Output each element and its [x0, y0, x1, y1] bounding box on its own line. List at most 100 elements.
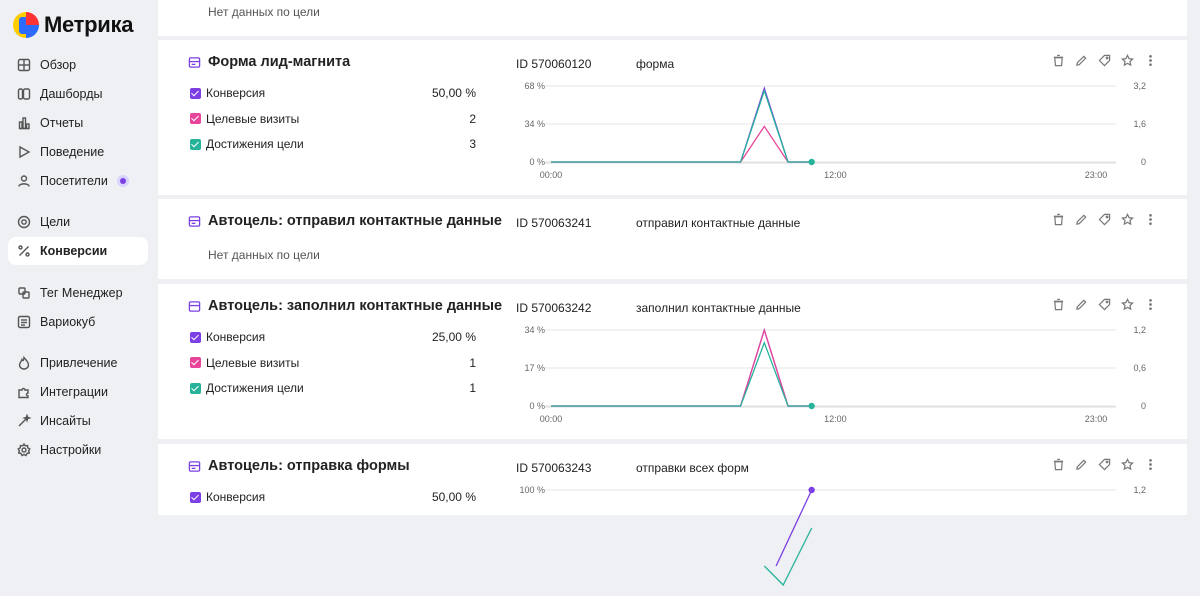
goal-title[interactable]: Форма лид-магнита	[188, 54, 350, 70]
goal-title[interactable]: Автоцель: отправка формы	[188, 458, 410, 474]
sidebar-item[interactable]: Тег Менеджер	[8, 279, 148, 307]
variocube-icon	[17, 315, 31, 329]
trash-icon[interactable]	[1051, 457, 1066, 472]
metric-label: Достижения цели	[206, 137, 304, 151]
metrika-logo-icon	[13, 12, 39, 38]
sidebar-item[interactable]: Конверсии	[8, 237, 148, 265]
goal-card-partial: Нет данных по цели	[158, 0, 1187, 36]
goal-toolbar	[1051, 297, 1158, 312]
metric-checkbox[interactable]	[190, 357, 201, 368]
metric-checkbox[interactable]	[190, 113, 201, 124]
line-chart: 0 % 0 17 % 0,6 34 % 1,2 00:00 12:00 23:00	[524, 325, 1146, 424]
goal-form-icon	[188, 215, 201, 228]
metric-row: Целевые визиты 1	[190, 353, 476, 373]
metric-row: Конверсия 25,00 %	[190, 327, 476, 347]
magic-wand-icon	[17, 414, 31, 428]
sidebar-item-label: Посетители	[40, 174, 108, 188]
y-tick-label: 68 %	[524, 81, 545, 91]
trash-icon[interactable]	[1051, 212, 1066, 227]
sidebar-item[interactable]: Обзор	[8, 51, 148, 79]
sidebar-item[interactable]: Привлечение	[8, 349, 148, 377]
goal-title[interactable]: Автоцель: отправил контактные данные	[188, 213, 502, 229]
goal-form-icon	[188, 460, 201, 473]
goal-form-icon	[188, 300, 201, 313]
y-tick-label: 100 %	[519, 485, 545, 495]
goal-title[interactable]: Автоцель: заполнил контактные данные	[188, 298, 502, 314]
goal-chart: 0 % 0 17 % 0,6 34 % 1,2 00:00 12:00 23:00	[513, 325, 1153, 436]
series-line	[551, 88, 812, 163]
metric-label: Целевые визиты	[206, 111, 300, 126]
sidebar-item[interactable]: Посетители	[8, 167, 148, 195]
goal-card: Автоцель: заполнил контактные данные ID …	[158, 284, 1187, 439]
more-icon[interactable]	[1143, 457, 1158, 472]
no-data-text: Нет данных по цели	[208, 5, 320, 19]
line-chart: 0 % 0 34 % 1,6 68 % 3,2 00:00 12:00 23:00	[524, 81, 1146, 180]
tag-icon[interactable]	[1097, 457, 1112, 472]
edit-icon[interactable]	[1074, 53, 1089, 68]
goal-condition: отправил контактные данные	[636, 216, 801, 230]
edit-icon[interactable]	[1074, 457, 1089, 472]
y-tick-label: 0 %	[529, 157, 545, 167]
star-icon[interactable]	[1120, 53, 1135, 68]
goal-title-text: Автоцель: отправка формы	[208, 458, 410, 474]
metric-value: 50,00 %	[431, 490, 476, 504]
more-icon[interactable]	[1143, 212, 1158, 227]
sidebar-item[interactable]: Отчеты	[8, 109, 148, 137]
tag-icon[interactable]	[1097, 53, 1112, 68]
no-data-text: Нет данных по цели	[208, 248, 320, 262]
more-icon[interactable]	[1143, 297, 1158, 312]
sidebar-item-label: Тег Менеджер	[40, 286, 123, 300]
metric-row: Целевые визиты 2	[190, 109, 476, 129]
sidebar-item[interactable]: Дашборды	[8, 80, 148, 108]
goal-condition: заполнил контактные данные	[636, 301, 801, 315]
sidebar-item[interactable]: Поведение	[8, 138, 148, 166]
metric-value: 3	[469, 137, 476, 151]
series-line	[551, 340, 812, 407]
trash-icon[interactable]	[1051, 297, 1066, 312]
sidebar-item-label: Цели	[40, 215, 71, 229]
edit-icon[interactable]	[1074, 212, 1089, 227]
sidebar-item[interactable]: Инсайты	[8, 407, 148, 435]
sidebar-item-label: Инсайты	[40, 414, 91, 428]
x-tick-label: 00:00	[540, 170, 563, 180]
star-icon[interactable]	[1120, 212, 1135, 227]
logo[interactable]: Метрика	[13, 10, 133, 40]
x-tick-label: 12:00	[824, 170, 847, 180]
edit-icon[interactable]	[1074, 297, 1089, 312]
metric-checkbox[interactable]	[190, 491, 201, 503]
goal-condition: форма	[636, 57, 675, 71]
sidebar-item[interactable]: Вариокуб	[8, 308, 148, 336]
tag-icon[interactable]	[1097, 212, 1112, 227]
gear-icon	[17, 443, 31, 457]
trash-icon[interactable]	[1051, 53, 1066, 68]
metric-row: Достижения цели 1	[190, 378, 476, 398]
y2-tick-label: 0	[1141, 157, 1146, 167]
more-icon[interactable]	[1143, 53, 1158, 68]
current-point-marker	[808, 158, 815, 166]
metric-checkbox[interactable]	[190, 331, 201, 343]
sidebar-item[interactable]: Настройки	[8, 436, 148, 464]
main-content: Нет данных по цели Форма лид-магнита ID …	[158, 0, 1187, 587]
star-icon[interactable]	[1120, 457, 1135, 472]
x-tick-label: 23:00	[1085, 414, 1108, 424]
tag-manager-icon	[17, 286, 31, 300]
series-line	[775, 489, 813, 567]
metric-checkbox[interactable]	[190, 382, 201, 394]
metric-checkbox[interactable]	[190, 138, 201, 150]
goal-title-text: Автоцель: отправил контактные данные	[208, 213, 502, 229]
star-icon[interactable]	[1120, 297, 1135, 312]
goal-condition: отправки всех форм	[636, 461, 749, 475]
sidebar-item[interactable]: Цели	[8, 208, 148, 236]
metric-checkbox[interactable]	[190, 87, 201, 99]
metric-row: Конверсия 50,00 %	[190, 487, 476, 507]
y-tick-label: 17 %	[524, 363, 545, 373]
metric-value: 25,00 %	[431, 330, 476, 344]
goal-card: Форма лид-магнита ID 570060120 форма Кон…	[158, 40, 1187, 195]
current-point-marker	[808, 402, 815, 410]
tag-icon[interactable]	[1097, 297, 1112, 312]
current-point-marker	[808, 486, 815, 494]
notification-badge	[116, 175, 129, 187]
y2-tick-label: 1,2	[1133, 325, 1146, 335]
sidebar-item[interactable]: Интеграции	[8, 378, 148, 406]
line-chart: 100 % 1,2	[519, 485, 1146, 587]
